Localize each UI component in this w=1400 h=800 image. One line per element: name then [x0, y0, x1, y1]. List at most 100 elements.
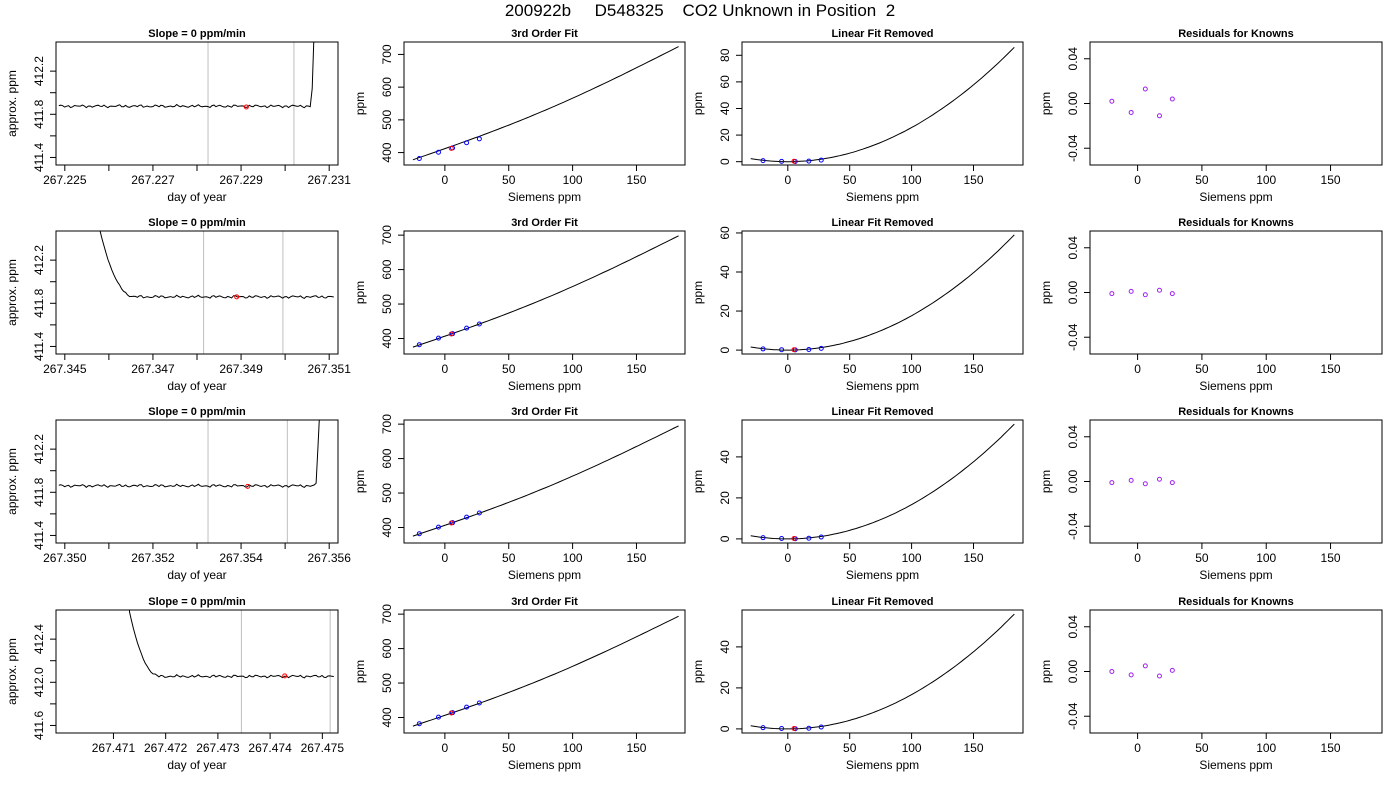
- known-point: [779, 725, 785, 731]
- y-tick-label: 20: [718, 128, 732, 142]
- chart-panel-4-1: Slope = 0 ppm/min day of year approx. ppm 2…: [5, 596, 344, 772]
- x-axis-label: Siemens ppm: [846, 758, 919, 772]
- x-tick-label: 267.231: [307, 173, 351, 187]
- panel-title: Linear Fit Removed: [831, 28, 933, 40]
- x-tick-label: 50: [843, 173, 857, 187]
- y-tick-label: 700: [380, 414, 394, 434]
- known-point: [464, 325, 470, 331]
- x-axis-label: Siemens ppm: [508, 568, 581, 582]
- x-tick-label: 100: [563, 741, 583, 755]
- x-axis-label: day of year: [167, 190, 226, 204]
- y-axis-label: ppm: [691, 660, 705, 683]
- x-axis-label: Siemens ppm: [1199, 190, 1272, 204]
- y-axis-label: approx. ppm: [5, 448, 19, 515]
- y-axis-label: ppm: [1039, 92, 1053, 115]
- y-axis-label: ppm: [691, 470, 705, 493]
- plot-frame: [55, 609, 339, 734]
- x-tick-label: 150: [626, 741, 646, 755]
- plot-area: [99, 231, 334, 354]
- residual-point: [1109, 669, 1115, 674]
- chart-panel-1-4: Residuals for Knowns Siemens ppm ppm 0 50 100…: [1039, 28, 1383, 204]
- x-tick-label: 100: [1256, 362, 1276, 376]
- y-tick-label: 20: [718, 304, 732, 318]
- known-point: [416, 155, 422, 161]
- x-tick-label: 150: [963, 173, 983, 187]
- x-tick-label: 150: [626, 362, 646, 376]
- residual-point: [1169, 291, 1175, 297]
- panel-title: 3rd Order Fit: [511, 406, 578, 418]
- known-point: [435, 335, 441, 341]
- x-tick-label: 0: [784, 551, 791, 565]
- y-tick-label: 0: [718, 158, 732, 165]
- known-point: [806, 158, 812, 164]
- known-point: [806, 535, 812, 541]
- plot-frame: [55, 41, 339, 166]
- x-tick-label: 150: [626, 173, 646, 187]
- y-axis-label: ppm: [1039, 281, 1053, 304]
- x-axis-label: Siemens ppm: [846, 190, 919, 204]
- known-point: [435, 524, 441, 530]
- known-point: [476, 136, 482, 142]
- known-point: [464, 704, 470, 710]
- y-axis-label: ppm: [353, 281, 367, 304]
- y-axis-label: ppm: [691, 92, 705, 115]
- known-point: [779, 158, 785, 164]
- timeseries-line: [99, 231, 334, 300]
- x-tick-label: 267.225: [43, 173, 87, 187]
- known-point: [760, 158, 766, 164]
- residual-point: [1156, 287, 1162, 293]
- y-tick-label: 0.04: [1066, 425, 1080, 449]
- y-axis-label: ppm: [353, 660, 367, 683]
- panel-title: Slope = 0 ppm/min: [148, 596, 246, 608]
- x-tick-label: 267.473: [196, 741, 240, 755]
- y-axis-label: approx. ppm: [5, 70, 19, 137]
- x-tick-label: 150: [963, 362, 983, 376]
- y-tick-label: 411.8: [32, 288, 46, 317]
- known-point: [779, 535, 785, 541]
- x-tick-label: 50: [843, 362, 857, 376]
- panel-title: Residuals for Knowns: [1178, 28, 1294, 40]
- residual-point: [1109, 291, 1115, 297]
- plot-area: [750, 613, 1015, 732]
- known-point: [818, 157, 824, 163]
- residual-point: [1142, 86, 1148, 92]
- y-tick-label: 412.2: [32, 245, 46, 275]
- x-tick-label: 50: [502, 551, 516, 565]
- y-axis-label: ppm: [1039, 470, 1053, 493]
- plot-area: [412, 425, 679, 537]
- plot-frame: [1089, 41, 1383, 166]
- x-axis-label: Siemens ppm: [1199, 379, 1272, 393]
- y-tick-label: 0.00: [1066, 659, 1080, 683]
- known-point: [476, 321, 482, 327]
- known-point: [464, 514, 470, 520]
- plot-area: [1109, 476, 1175, 487]
- y-tick-label: -0.04: [1066, 512, 1080, 540]
- x-tick-label: 100: [563, 173, 583, 187]
- y-tick-label: 500: [380, 483, 394, 503]
- y-tick-label: 412.2: [32, 56, 46, 86]
- x-tick-label: 50: [1195, 741, 1209, 755]
- y-tick-label: 500: [380, 673, 394, 693]
- y-axis-label: approx. ppm: [5, 638, 19, 705]
- panel-title: 3rd Order Fit: [511, 596, 578, 608]
- known-point: [806, 725, 812, 731]
- y-tick-label: 600: [380, 638, 394, 658]
- plot-frame: [741, 41, 1024, 166]
- y-tick-label: 60: [718, 75, 732, 89]
- fit-curve: [412, 235, 679, 348]
- x-tick-label: 0: [784, 741, 791, 755]
- panel-title: Linear Fit Removed: [831, 217, 933, 229]
- x-tick-label: 150: [1321, 741, 1341, 755]
- y-tick-label: 40: [718, 265, 732, 279]
- nonlinear-curve: [750, 613, 1015, 730]
- chart-panel-2-4: Residuals for Knowns Siemens ppm ppm 0 50 100…: [1039, 217, 1383, 393]
- x-tick-label: 0: [1134, 173, 1141, 187]
- known-point: [416, 721, 422, 727]
- residual-point: [1169, 667, 1175, 673]
- x-tick-label: 50: [502, 362, 516, 376]
- y-tick-label: 411.4: [32, 143, 46, 172]
- known-point: [476, 510, 482, 516]
- chart-panel-3-1: Slope = 0 ppm/min day of year approx. ppm 2…: [5, 406, 351, 582]
- residual-point: [1169, 480, 1175, 486]
- y-tick-label: -0.04: [1066, 702, 1080, 730]
